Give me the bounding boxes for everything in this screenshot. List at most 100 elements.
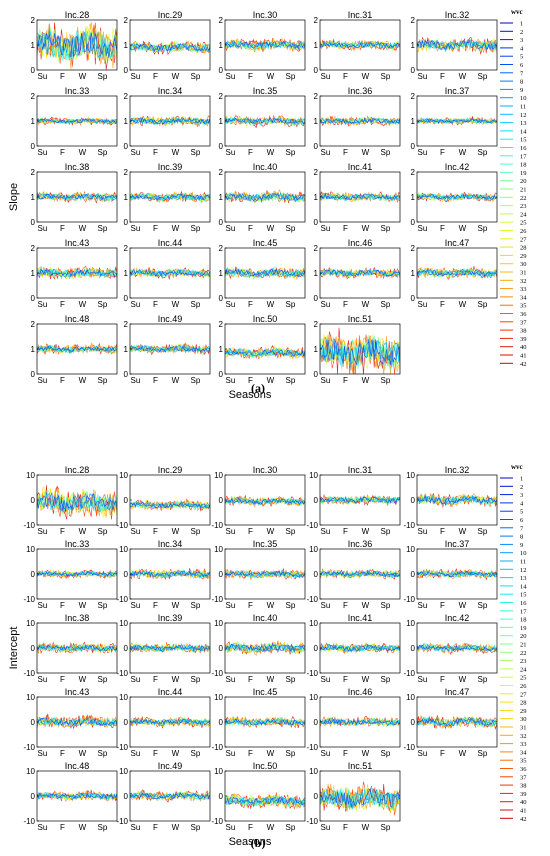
y-tick-label: 1	[219, 117, 224, 126]
series-line	[320, 41, 400, 49]
subplot-inc32: Inc.32 -10 0 10 Su F W Sp	[403, 465, 498, 536]
series-line	[130, 792, 210, 799]
y-tick-label: -10	[211, 521, 223, 530]
y-tick-label: -10	[211, 743, 223, 752]
x-tick-label: F	[248, 300, 253, 309]
legend-title: wvc	[511, 8, 523, 16]
x-tick-label: W	[79, 376, 87, 385]
x-tick-label: Su	[226, 300, 236, 309]
y-tick-label: 0	[411, 644, 416, 653]
legend-entry: 14	[520, 583, 527, 590]
legend-entry: 12	[520, 112, 527, 119]
y-tick-label: 0	[314, 294, 319, 303]
y-tick-label: 0	[124, 792, 129, 801]
series-group	[37, 22, 117, 70]
x-tick-label: Su	[226, 527, 236, 536]
legend-entry: 21	[520, 187, 527, 194]
y-tick-label: -10	[23, 521, 35, 530]
series-group	[417, 36, 497, 55]
legend-entry: 29	[520, 708, 527, 715]
legend-entry: 26	[520, 683, 527, 690]
y-tick-label: 10	[406, 471, 415, 480]
y-tick-label: 0	[31, 570, 36, 579]
plot-area	[225, 771, 305, 821]
x-tick-label: W	[267, 601, 275, 610]
series-line	[225, 192, 305, 202]
subplot-inc32: Inc.32 0 1 2 Su F W Sp	[411, 10, 498, 81]
x-tick-label: Su	[321, 749, 331, 758]
x-tick-label: Sp	[191, 72, 201, 81]
series-group	[320, 39, 400, 52]
legend-entry: 39	[520, 791, 527, 798]
y-tick-label: 1	[314, 193, 319, 202]
y-tick-label: 0	[219, 718, 224, 727]
series-line	[130, 116, 210, 126]
x-tick-label: Sp	[191, 675, 201, 684]
subplot-title: Inc.49	[158, 761, 183, 771]
series-group	[37, 789, 117, 802]
legend-entry: 12	[520, 567, 527, 574]
legend-entry: 22	[520, 195, 527, 202]
legend: wvc1234567891011121314151617181920212223…	[500, 8, 527, 368]
legend-entry: 8	[520, 79, 523, 86]
y-tick-label: 2	[314, 168, 319, 177]
y-tick-label: 0	[314, 792, 319, 801]
y-tick-label: 1	[31, 193, 36, 202]
x-tick-label: W	[79, 601, 87, 610]
series-group	[320, 493, 400, 506]
series-group	[225, 568, 305, 581]
legend-entry: 5	[520, 54, 523, 61]
series-line	[37, 717, 117, 727]
x-tick-label: Sp	[381, 72, 391, 81]
subplot-inc50: Inc.50 0 1 2 Su F W Sp	[219, 314, 306, 385]
legend-entry: 20	[520, 178, 527, 185]
subplot-title: Inc.41	[348, 613, 373, 623]
y-tick-label: 1	[219, 345, 224, 354]
y-tick-label: 0	[124, 370, 129, 379]
subplot-title: Inc.36	[348, 86, 373, 96]
subplot-title: Inc.29	[158, 465, 183, 475]
series-line	[130, 644, 210, 652]
x-tick-label: Sp	[191, 376, 201, 385]
series-line	[225, 497, 305, 506]
series-line	[417, 117, 497, 124]
series-line	[37, 268, 117, 278]
x-tick-label: Sp	[191, 300, 201, 309]
series-line	[130, 792, 210, 800]
subplot-inc51: Inc.51 0 1 2 Su F W Sp	[314, 314, 401, 385]
subplot-inc45: Inc.45 -10 0 10 Su F W Sp	[211, 687, 306, 758]
legend-entry: 6	[520, 62, 524, 69]
series-line	[37, 345, 117, 354]
subplot-inc42: Inc.42 -10 0 10 Su F W Sp	[403, 613, 498, 684]
panel-label-a: (a)	[251, 381, 265, 395]
legend-entry: 17	[520, 153, 527, 160]
y-tick-label: -10	[306, 817, 318, 826]
series-group	[130, 568, 210, 580]
subplot-inc30: Inc.30 0 1 2 Su F W Sp	[219, 10, 306, 81]
series-line	[417, 571, 497, 578]
series-line	[417, 193, 497, 201]
y-tick-label: 1	[411, 193, 416, 202]
series-group	[320, 716, 400, 728]
x-tick-label: Su	[321, 675, 331, 684]
series-line	[37, 644, 117, 652]
x-tick-label: Sp	[478, 224, 488, 233]
x-tick-label: Sp	[286, 527, 296, 536]
y-tick-label: 10	[406, 619, 415, 628]
series-line	[37, 492, 117, 512]
series-line	[417, 717, 497, 727]
y-tick-label: 10	[119, 471, 128, 480]
legend-entry: 18	[520, 162, 527, 169]
subplot-title: Inc.37	[445, 539, 470, 549]
series-line	[130, 718, 210, 725]
y-tick-label: 0	[219, 218, 224, 227]
x-tick-label: F	[343, 527, 348, 536]
x-tick-label: Sp	[381, 675, 391, 684]
x-tick-label: F	[153, 749, 158, 758]
series-group	[130, 191, 210, 204]
series-line	[417, 495, 497, 505]
subplot-title: Inc.28	[65, 10, 90, 20]
subplot-inc47: Inc.47 -10 0 10 Su F W Sp	[403, 687, 498, 758]
x-tick-label: W	[267, 675, 275, 684]
subplot-title: Inc.30	[253, 10, 278, 20]
